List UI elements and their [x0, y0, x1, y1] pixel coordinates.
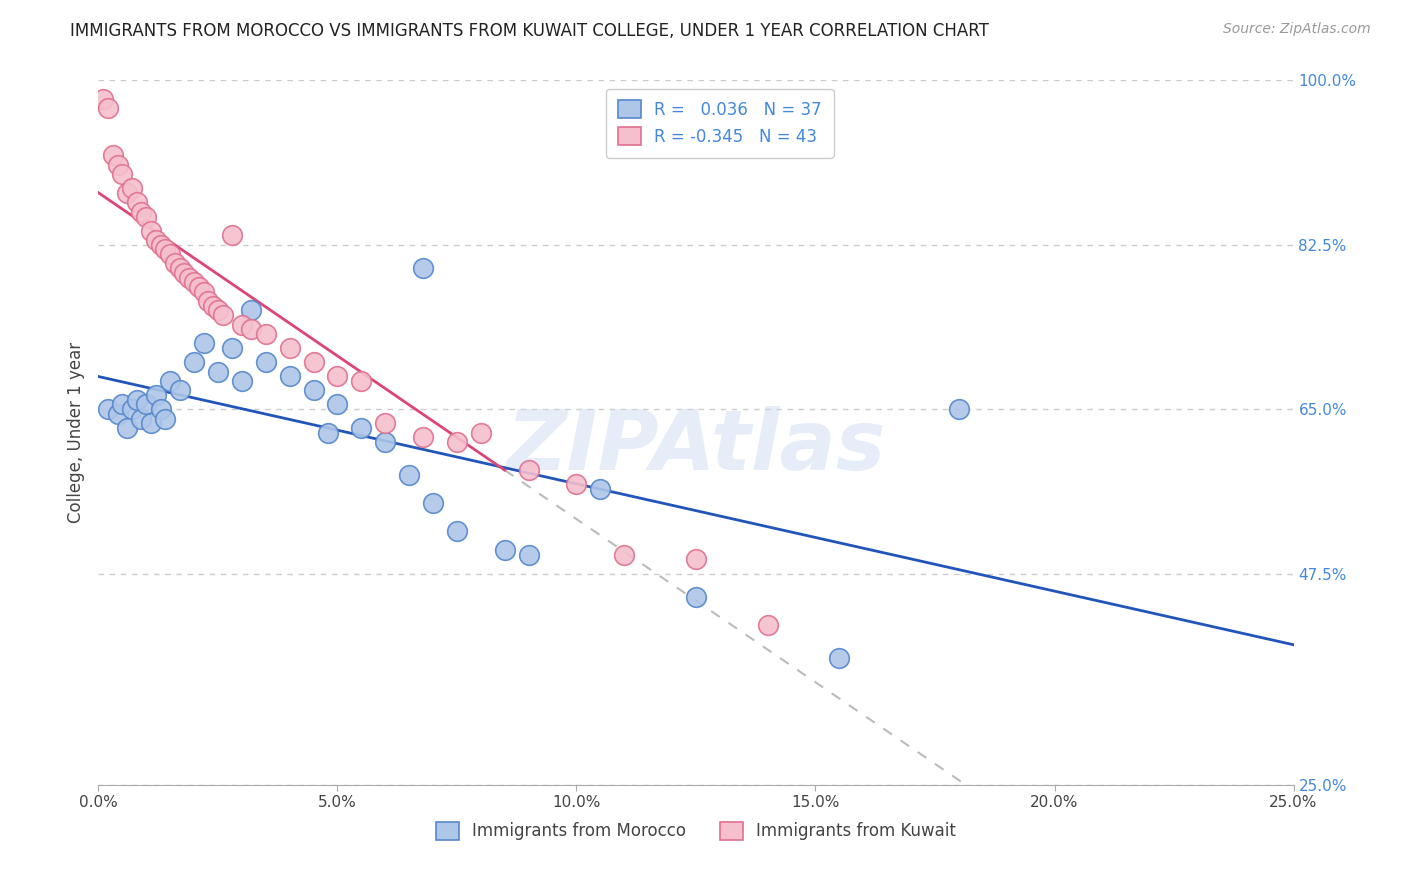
- Point: [135, 397, 157, 411]
- Point: [197, 294, 219, 309]
- Point: [115, 421, 138, 435]
- Point: [231, 374, 253, 388]
- Point: [149, 237, 172, 252]
- Point: [169, 261, 191, 276]
- Point: [115, 186, 138, 200]
- Point: [828, 651, 851, 665]
- Point: [211, 308, 233, 322]
- Point: [125, 195, 148, 210]
- Point: [316, 425, 339, 440]
- Text: Source: ZipAtlas.com: Source: ZipAtlas.com: [1223, 22, 1371, 37]
- Point: [125, 392, 148, 407]
- Point: [221, 341, 243, 355]
- Point: [302, 384, 325, 398]
- Point: [187, 280, 209, 294]
- Point: [145, 388, 167, 402]
- Point: [121, 181, 143, 195]
- Point: [91, 92, 114, 106]
- Point: [756, 618, 779, 632]
- Text: ZIPAtlas: ZIPAtlas: [506, 406, 886, 487]
- Point: [374, 416, 396, 430]
- Point: [565, 477, 588, 491]
- Point: [207, 365, 229, 379]
- Point: [326, 369, 349, 384]
- Point: [240, 303, 263, 318]
- Point: [422, 496, 444, 510]
- Point: [139, 224, 162, 238]
- Point: [221, 228, 243, 243]
- Point: [149, 402, 172, 417]
- Text: IMMIGRANTS FROM MOROCCO VS IMMIGRANTS FROM KUWAIT COLLEGE, UNDER 1 YEAR CORRELAT: IMMIGRANTS FROM MOROCCO VS IMMIGRANTS FR…: [70, 22, 990, 40]
- Point: [155, 243, 177, 257]
- Point: [350, 421, 373, 435]
- Point: [254, 326, 277, 341]
- Point: [446, 435, 468, 450]
- Point: [685, 552, 707, 566]
- Point: [278, 341, 301, 355]
- Point: [193, 336, 215, 351]
- Point: [231, 318, 253, 332]
- Point: [446, 524, 468, 539]
- Point: [202, 299, 225, 313]
- Point: [517, 463, 540, 477]
- Point: [398, 467, 420, 482]
- Point: [412, 430, 434, 444]
- Point: [111, 167, 134, 181]
- Point: [613, 548, 636, 562]
- Point: [207, 303, 229, 318]
- Point: [163, 256, 186, 270]
- Point: [155, 411, 177, 425]
- Point: [494, 543, 516, 558]
- Point: [685, 590, 707, 604]
- Point: [131, 204, 153, 219]
- Point: [948, 402, 970, 417]
- Legend: Immigrants from Morocco, Immigrants from Kuwait: Immigrants from Morocco, Immigrants from…: [429, 815, 963, 847]
- Point: [121, 402, 143, 417]
- Point: [145, 233, 167, 247]
- Point: [159, 247, 181, 261]
- Point: [97, 102, 120, 116]
- Y-axis label: College, Under 1 year: College, Under 1 year: [66, 342, 84, 524]
- Point: [412, 261, 434, 276]
- Point: [159, 374, 181, 388]
- Point: [101, 148, 124, 162]
- Point: [169, 384, 191, 398]
- Point: [107, 158, 129, 172]
- Point: [193, 285, 215, 299]
- Point: [302, 355, 325, 369]
- Point: [183, 275, 205, 289]
- Point: [139, 416, 162, 430]
- Point: [350, 374, 373, 388]
- Point: [470, 425, 492, 440]
- Point: [131, 411, 153, 425]
- Point: [517, 548, 540, 562]
- Point: [135, 210, 157, 224]
- Point: [179, 270, 201, 285]
- Point: [374, 435, 396, 450]
- Point: [240, 322, 263, 336]
- Point: [111, 397, 134, 411]
- Point: [107, 407, 129, 421]
- Point: [326, 397, 349, 411]
- Point: [97, 402, 120, 417]
- Point: [254, 355, 277, 369]
- Point: [173, 266, 195, 280]
- Point: [589, 482, 612, 496]
- Point: [183, 355, 205, 369]
- Point: [278, 369, 301, 384]
